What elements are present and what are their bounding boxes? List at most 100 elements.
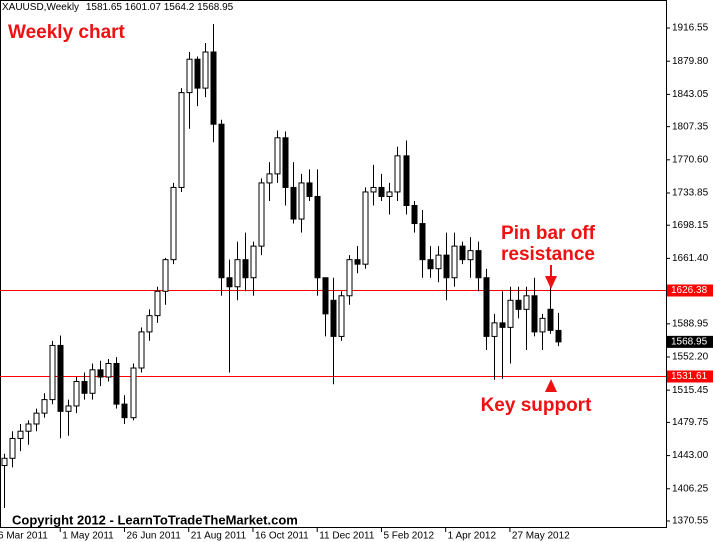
candle-body — [370, 186, 377, 193]
candle-body — [290, 186, 297, 220]
candle-body — [282, 137, 289, 188]
x-tick-label: 26 Jun 2011 — [126, 531, 181, 542]
axis-layer: 1916.55 1879.80 1843.05 1807.35 1770.60 1733.… — [0, 23, 713, 542]
x-tick-label: 16 Oct 2011 — [255, 531, 309, 542]
candle-body — [146, 315, 153, 333]
y-tick-label: 1879.80 — [672, 56, 709, 67]
candle-body — [65, 405, 72, 412]
annotation: Key support — [481, 395, 593, 416]
candle-body — [9, 437, 16, 459]
candle-body — [162, 259, 169, 292]
candle-body — [202, 51, 209, 89]
y-tick-label: 1515.45 — [672, 385, 709, 396]
candle-body — [49, 344, 56, 401]
x-tick-label: 5 Feb 2012 — [383, 531, 434, 542]
line-label-bg — [667, 284, 713, 297]
candle-body — [154, 290, 161, 317]
candle-body — [258, 182, 265, 247]
candle-body — [443, 254, 450, 279]
plot-border — [0, 0, 667, 528]
candle-body — [178, 92, 185, 188]
line-label-bg — [667, 370, 713, 383]
candle-body — [138, 331, 145, 369]
candle-body — [266, 173, 273, 184]
candle-body — [194, 58, 201, 89]
arrow-head — [545, 276, 557, 289]
candle-body — [41, 399, 48, 414]
candle-body — [89, 369, 96, 394]
candle-body — [539, 317, 546, 333]
y-tick-label: 1698.15 — [672, 220, 709, 231]
candle-body — [403, 155, 410, 206]
candle-body — [467, 250, 474, 261]
arrow-head — [545, 379, 557, 392]
candle-body — [121, 403, 128, 419]
candle-body — [330, 299, 337, 337]
x-tick-label: 1 Apr 2012 — [448, 531, 497, 542]
y-tick-label: 1807.35 — [672, 121, 709, 132]
candle-body — [97, 369, 104, 378]
candle-body — [298, 182, 305, 220]
candle-body — [105, 362, 112, 378]
candle-body — [113, 362, 120, 405]
candle-body — [306, 182, 313, 197]
y-tick-label: 1552.20 — [672, 352, 709, 363]
y-tick-label: 1843.05 — [672, 89, 709, 100]
candle-body — [555, 329, 562, 343]
y-tick-label: 1406.25 — [672, 483, 709, 494]
candle-body — [531, 295, 538, 333]
x-tick-label: 6 Mar 2011 — [0, 531, 48, 542]
x-tick-label: 27 May 2012 — [512, 531, 570, 542]
line-label: 1626.38 — [671, 285, 708, 296]
price-label-bg — [667, 335, 713, 348]
symbol: XAUUSD,Weekly — [2, 2, 79, 13]
y-tick-label: 1479.75 — [672, 417, 709, 428]
candle-body — [170, 186, 177, 261]
candle-body — [314, 195, 321, 279]
candle-body — [475, 250, 482, 279]
candle-body — [73, 381, 80, 407]
x-tick-label: 21 Aug 2011 — [191, 531, 247, 542]
candle-body — [346, 259, 353, 297]
candle-body — [130, 367, 137, 419]
y-tick-label: 1370.55 — [672, 516, 709, 527]
candle-body — [81, 381, 88, 394]
candle-body — [210, 51, 217, 125]
line-label: 1531.61 — [671, 371, 708, 382]
candle-body — [386, 191, 393, 197]
candle-body — [322, 277, 329, 315]
candle-body — [499, 322, 506, 328]
candle-body — [394, 155, 401, 193]
header-low: 1564.2 — [164, 2, 195, 13]
footer: Copyright 2012 - LearnToTradeTheMarket.c… — [12, 512, 298, 527]
x-tick-label: 11 Dec 2011 — [319, 531, 375, 542]
candle-body — [33, 412, 40, 425]
price-label: 1568.95 — [671, 337, 708, 348]
header: XAUUSD,Weekly 1581.65 1601.07 1564.2 156… — [2, 2, 234, 13]
candle-body — [226, 277, 233, 288]
candle-body — [507, 299, 514, 328]
annotation: Pin bar off — [501, 223, 596, 244]
candle-body — [57, 344, 64, 412]
candle-body — [354, 259, 361, 265]
candle-body — [17, 430, 24, 439]
candle-body — [483, 277, 490, 337]
candle-body — [515, 299, 522, 310]
candle-body — [547, 308, 554, 331]
y-tick-label: 1443.00 — [672, 450, 709, 461]
annotation: resistance — [501, 244, 595, 265]
candle-body — [459, 245, 466, 261]
candle-body — [218, 123, 225, 279]
candle-body — [427, 259, 434, 270]
candle-body — [250, 245, 257, 279]
header-close: 1568.95 — [197, 2, 234, 13]
y-tick-label: 1661.40 — [672, 253, 709, 264]
candle-body — [451, 245, 458, 279]
candle-body — [435, 254, 442, 270]
x-tick-label: 1 May 2011 — [62, 531, 114, 542]
y-tick-label: 1916.55 — [672, 23, 709, 34]
y-tick-label: 1588.95 — [672, 318, 709, 329]
candle-body — [491, 322, 498, 337]
